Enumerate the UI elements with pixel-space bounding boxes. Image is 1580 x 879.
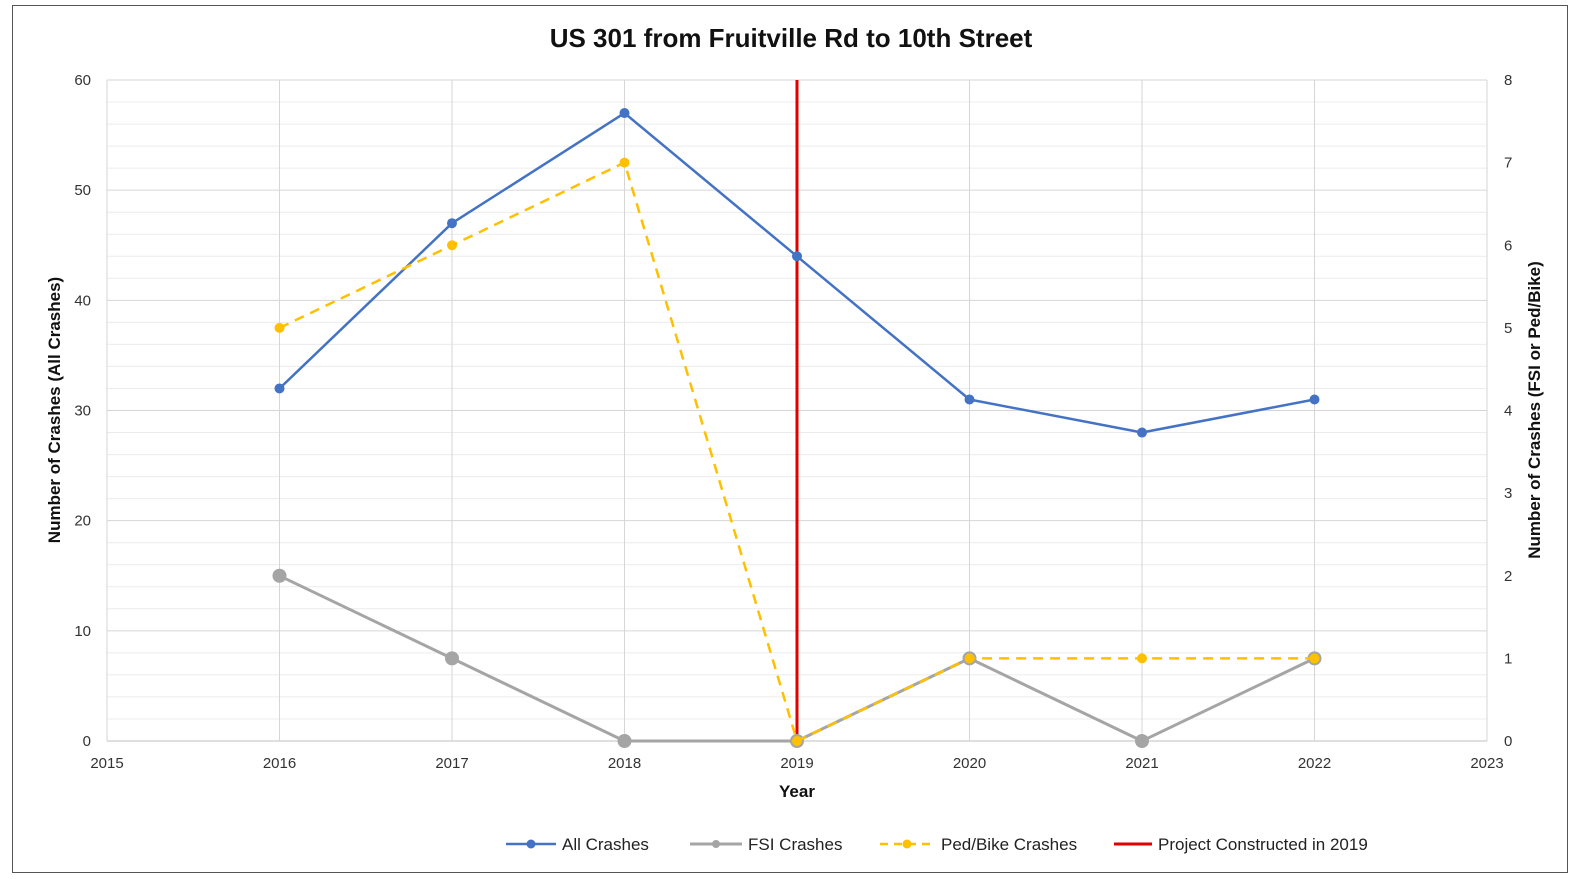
y-tick-label: 60: [74, 72, 91, 89]
legend-label-fsi-crashes: FSI Crashes: [748, 835, 842, 854]
ped-bike-crashes-point: [1137, 653, 1147, 664]
y-tick-label: 10: [74, 623, 91, 640]
legend-item-project-constructed: Project Constructed in 2019: [1114, 835, 1368, 854]
legend-label-all-crashes: All Crashes: [562, 835, 649, 854]
fsi-crashes-point: [617, 734, 632, 748]
all-crashes-point: [619, 108, 630, 119]
ped-bike-crashes-point: [619, 157, 630, 168]
all-crashes-point: [1309, 394, 1320, 405]
y-tick-label: 30: [74, 403, 91, 420]
y-axis-title: Number of Crashes (All Crashes): [45, 277, 64, 543]
all-crashes-point: [792, 251, 802, 262]
x-tick-label: 2022: [1298, 755, 1331, 772]
chart-title: US 301 from Fruitville Rd to 10th Street: [550, 23, 1033, 53]
fsi-crashes-point: [445, 651, 459, 666]
y2-tick-label: 8: [1504, 72, 1512, 89]
x-axis-title: Year: [779, 782, 815, 801]
ped-bike-crashes-point: [447, 240, 457, 251]
ped-bike-crashes-point: [792, 736, 802, 746]
x-tick-label: 2023: [1470, 755, 1503, 772]
y2-tick-label: 3: [1504, 485, 1512, 502]
ped-bike-crashes-point: [1309, 653, 1320, 664]
y2-tick-label: 4: [1504, 403, 1512, 420]
y2-tick-label: 7: [1504, 155, 1512, 172]
x-tick-label: 2019: [780, 755, 813, 772]
ped-bike-crashes-point: [964, 653, 975, 664]
fsi-crashes-point: [1135, 734, 1149, 748]
x-tick-label: 2021: [1125, 755, 1158, 772]
y-tick-label: 0: [83, 733, 91, 750]
y2-tick-label: 6: [1504, 237, 1512, 254]
series-layer: [272, 108, 1322, 748]
x-tick-label: 2016: [263, 755, 296, 772]
legend-item-all-crashes: All Crashes: [506, 835, 649, 854]
y2-tick-label: 1: [1504, 650, 1512, 667]
y2-axis-title: Number of Crashes (FSI or Ped/Bike): [1525, 261, 1544, 559]
y2-tick-label: 0: [1504, 733, 1512, 750]
fsi-crashes-point: [272, 568, 287, 583]
chart-frame: [12, 5, 1568, 873]
ped-bike-crashes-point: [274, 322, 285, 333]
x-tick-label: 2020: [953, 755, 986, 772]
y-tick-label: 40: [74, 292, 91, 309]
tick-labels: 0 10 20 30 40 50 60 0 1 2 3 4 5 6 7 8 2015 2016 2017 2018 20…: [74, 72, 1512, 772]
all-crashes-point: [274, 383, 285, 394]
x-tick-label: 2018: [608, 755, 641, 772]
legend-label-project-constructed: Project Constructed in 2019: [1158, 835, 1368, 854]
all-crashes-point: [447, 218, 457, 229]
legend: All Crashes FSI Crashes Ped/Bike Crashes…: [506, 835, 1368, 854]
all-crashes-point: [964, 394, 975, 405]
legend-item-fsi-crashes: FSI Crashes: [690, 835, 842, 854]
y-tick-label: 20: [74, 513, 91, 530]
y2-tick-label: 2: [1504, 568, 1512, 585]
all-crashes-point: [1137, 427, 1147, 438]
y2-tick-label: 5: [1504, 320, 1512, 337]
y-tick-label: 50: [74, 182, 91, 199]
legend-item-ped-bike-crashes: Ped/Bike Crashes: [880, 835, 1077, 854]
legend-label-ped-bike-crashes: Ped/Bike Crashes: [941, 835, 1077, 854]
x-tick-label: 2015: [90, 755, 123, 772]
x-tick-label: 2017: [435, 755, 468, 772]
